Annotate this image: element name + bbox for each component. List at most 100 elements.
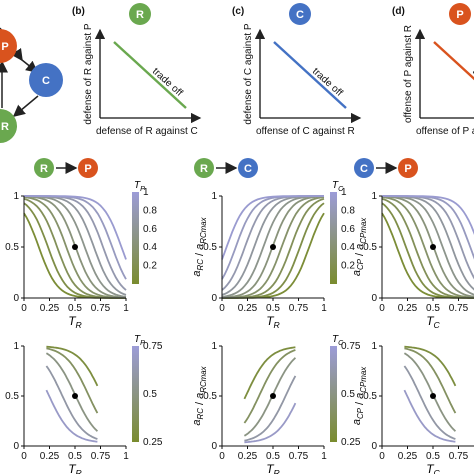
colorbar-tick-label: 0.4 <box>341 242 355 253</box>
colorbar-tick-label: 0.75 <box>341 341 361 352</box>
x-axis-label: offense of P agains <box>416 126 474 137</box>
x-axis-label: offense of C against R <box>256 126 355 137</box>
node-P-label: P <box>1 41 8 53</box>
node-C <box>29 63 63 97</box>
x-axis-label: TC <box>426 462 440 474</box>
x-tick-label: 0.25 <box>40 451 60 462</box>
y-axis-label: aCP / aCPmax <box>351 217 368 276</box>
colorbar-tick-label: 1 <box>341 187 347 198</box>
chart: 0 0.25 0.5 0.75 1 0 0.5 1 TR TP 0.25 0.5 0.75 <box>5 334 163 474</box>
series-line <box>404 347 457 414</box>
species-P-icon <box>398 158 418 178</box>
charts: 0 0.25 0.5 0.75 1 0 0.5 1 TR TP 0.2 0.4 0.6 0.8 1 0 0.25… <box>5 180 474 474</box>
x-tick-label: 0 <box>219 303 225 314</box>
x-tick-label: 1 <box>321 451 327 462</box>
node-P <box>0 29 17 63</box>
series-line <box>221 195 324 260</box>
network-diagram: P C R <box>0 27 63 143</box>
colorbar <box>132 192 139 284</box>
y-axis-label: aRC / aRCmax <box>191 216 208 276</box>
species-label: P <box>84 163 91 175</box>
x-tick-label: 0.5 <box>426 451 440 462</box>
y-axis-label: defense of R against P <box>83 23 94 125</box>
series-line <box>382 195 474 236</box>
colorbar-tick-label: 0.6 <box>143 224 157 235</box>
colorbar-tick-label: 0.5 <box>341 389 355 400</box>
colorbar-tick-label: 0.2 <box>143 261 157 272</box>
x-tick-label: 1 <box>123 303 129 314</box>
node-C-label: C <box>42 75 50 87</box>
series-line <box>222 196 325 299</box>
x-tick-label: 0.25 <box>40 303 60 314</box>
x-tick-label: 0.5 <box>266 451 280 462</box>
species-P-icon <box>449 3 471 25</box>
series-line <box>404 345 457 387</box>
x-tick-label: 0.75 <box>449 303 469 314</box>
x-tick-label: 0 <box>379 303 385 314</box>
trade-off-line <box>433 41 474 81</box>
y-tick-label: 0 <box>211 441 217 452</box>
colorbar <box>132 346 139 442</box>
x-axis-label: TR <box>68 314 82 330</box>
colorbar-tick-label: 1 <box>143 187 149 198</box>
colorbar <box>330 192 337 284</box>
x-tick-label: 0.5 <box>266 303 280 314</box>
species-label: R <box>40 163 48 175</box>
species-label: C <box>296 9 304 21</box>
x-tick-label: 1 <box>123 451 129 462</box>
y-tick-label: 0.5 <box>5 242 19 253</box>
colorbar-label: TC <box>332 180 344 193</box>
x-tick-label: 0.75 <box>91 303 111 314</box>
series-line <box>46 347 99 414</box>
species-label: C <box>244 163 252 175</box>
panel-letter: (b) <box>72 6 85 17</box>
x-tick-label: 0 <box>21 303 27 314</box>
x-tick-label: 0.75 <box>289 303 309 314</box>
x-tick-label: 0.5 <box>68 451 82 462</box>
colorbar-tick-label: 0.2 <box>341 261 355 272</box>
y-axis-label: aCP / aCPmax <box>351 366 368 425</box>
species-label: R <box>136 9 144 21</box>
x-tick-label: 0.75 <box>91 451 111 462</box>
x-tick-label: 0 <box>21 451 27 462</box>
chart: 0 0.25 0.5 0.75 1 0 0.5 1 TR aRC / aRCmax TC 0.25 0.… <box>191 334 361 474</box>
y-tick-label: 1 <box>211 341 217 352</box>
y-tick-label: 0 <box>211 293 217 304</box>
y-axis-label: aRC / aRCmax <box>191 365 208 425</box>
species-P-icon <box>78 158 98 178</box>
y-tick-label: 1 <box>371 341 377 352</box>
colorbar-tick-label: 0.5 <box>143 389 157 400</box>
species-label: C <box>360 163 368 175</box>
series-line <box>45 352 99 432</box>
trade-off-panel: (d) Ptrade off offense of P against Roffen… <box>392 3 474 137</box>
x-tick-label: 0 <box>219 451 225 462</box>
series-line <box>403 389 456 443</box>
y-tick-label: 0 <box>13 441 19 452</box>
x-tick-label: 1 <box>321 303 327 314</box>
x-tick-label: 0.25 <box>238 451 258 462</box>
y-tick-label: 1 <box>13 341 19 352</box>
colorbar-tick-label: 0.25 <box>143 437 163 448</box>
series-line <box>403 365 456 440</box>
node-R <box>0 109 17 143</box>
species-label: R <box>200 163 208 175</box>
panel-letter: (d) <box>392 6 405 17</box>
colorbar-tick-label: 0.8 <box>143 205 157 216</box>
y-axis-label: offense of P against R <box>403 25 414 123</box>
species-label: P <box>456 9 463 21</box>
colorbar-tick-label: 0.6 <box>341 224 355 235</box>
reference-point <box>270 393 276 399</box>
chart: 0 0.25 0.5 0.75 1 0 0.5 1 TR TP 0.2 0.4 0.6 0.8 1 <box>5 180 157 330</box>
colorbar-label: TP <box>134 180 145 193</box>
x-tick-label: 0 <box>379 451 385 462</box>
network-arrow <box>11 51 39 73</box>
x-tick-label: 0.75 <box>289 451 309 462</box>
species-label: P <box>404 163 411 175</box>
